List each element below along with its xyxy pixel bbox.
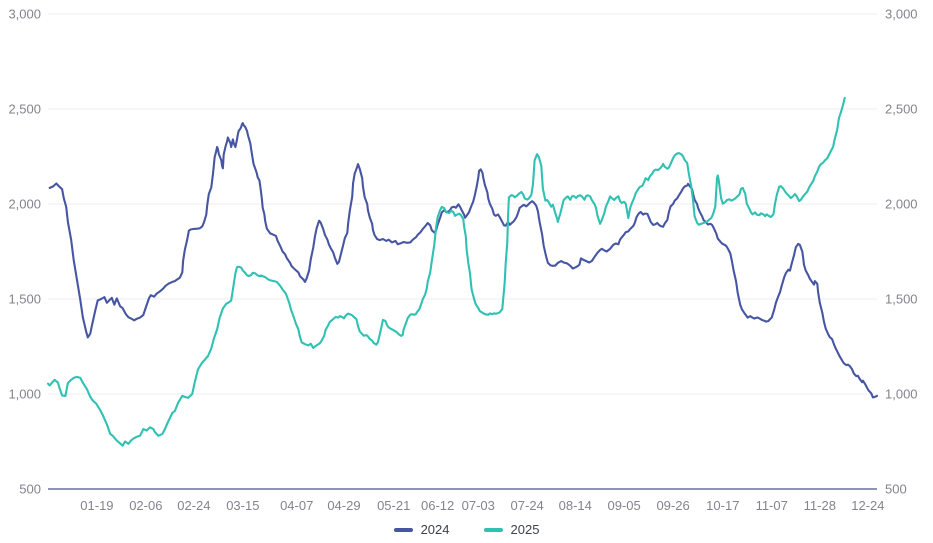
legend-label-2024: 2024 xyxy=(420,522,450,537)
y-axis-tick-label-right: 3,000 xyxy=(885,7,918,22)
x-axis-tick-label: 09-05 xyxy=(608,498,641,513)
x-axis-tick-label: 10-17 xyxy=(706,498,739,513)
series-line-2025 xyxy=(46,96,846,447)
y-axis-tick-label-right: 500 xyxy=(885,482,907,497)
x-axis-tick-label: 07-03 xyxy=(462,498,495,513)
x-axis-tick-label: 12-24 xyxy=(851,498,884,513)
y-axis-tick-label-left: 1,500 xyxy=(8,292,41,307)
x-axis-tick-label: 08-14 xyxy=(559,498,592,513)
legend-dash-2024-icon xyxy=(393,527,413,532)
y-axis-tick-label-right: 2,000 xyxy=(885,197,918,212)
x-axis-tick-label: 04-29 xyxy=(327,498,360,513)
y-axis-tick-label-left: 2,500 xyxy=(8,102,41,117)
x-axis-tick-label: 01-19 xyxy=(80,498,113,513)
x-axis-tick-label: 07-24 xyxy=(511,498,544,513)
y-axis-tick-label-right: 1,000 xyxy=(885,387,918,402)
x-axis-tick-label: 05-21 xyxy=(377,498,410,513)
x-axis-tick-label: 06-12 xyxy=(421,498,454,513)
series-line-2024 xyxy=(48,122,879,399)
x-axis-tick-label: 11-07 xyxy=(756,498,788,513)
x-axis-tick-label: 03-15 xyxy=(226,498,259,513)
legend-label-2025: 2025 xyxy=(510,522,540,537)
y-axis-tick-label-left: 2,000 xyxy=(8,197,41,212)
y-axis-tick-label-right: 2,500 xyxy=(885,102,918,117)
y-axis-tick-label-left: 3,000 xyxy=(8,7,41,22)
x-axis-tick-label: 02-06 xyxy=(129,498,162,513)
x-axis-tick-label: 11-28 xyxy=(804,498,836,513)
legend-item-2024[interactable]: 2024 xyxy=(393,522,450,537)
chart-legend: 2024 2025 xyxy=(0,522,933,537)
legend-item-2025[interactable]: 2025 xyxy=(483,522,540,537)
y-axis-tick-label-right: 1,500 xyxy=(885,292,918,307)
x-axis-tick-label: 09-26 xyxy=(656,498,689,513)
y-axis-tick-label-left: 1,000 xyxy=(8,387,41,402)
x-axis-tick-label: 04-07 xyxy=(280,498,313,513)
x-axis-tick-label: 02-24 xyxy=(177,498,210,513)
legend-dash-2025-icon xyxy=(483,527,503,532)
y-axis-tick-label-left: 500 xyxy=(19,482,41,497)
